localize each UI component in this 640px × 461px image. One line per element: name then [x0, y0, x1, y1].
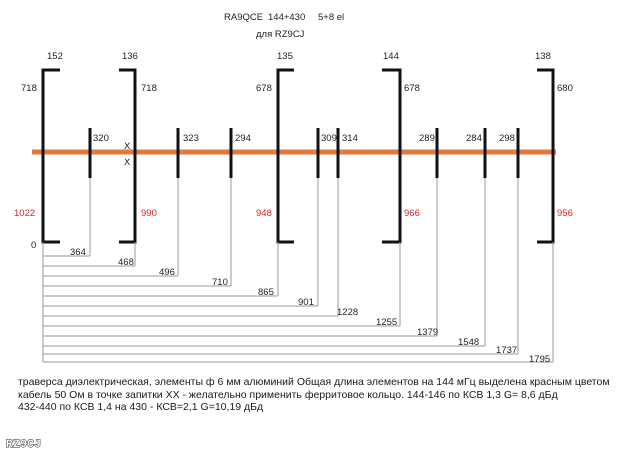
vhf-top-label: 152 [47, 51, 63, 62]
vhf-total-length: 956 [557, 208, 573, 219]
vhf-top-label: 135 [277, 51, 293, 62]
uhf-length-label: 323 [183, 133, 199, 144]
feed-point-marker: X [124, 141, 131, 152]
feed-point-marker: X [124, 157, 131, 168]
vhf-element-reflector [41, 68, 60, 244]
vhf-total-length: 948 [256, 208, 272, 219]
spacing-label: 1795 [529, 354, 550, 365]
uhf-length-label: 289 [419, 133, 435, 144]
spacing-label: 1255 [376, 317, 397, 328]
uhf-length-label: 314 [342, 133, 358, 144]
spacing-label: 496 [159, 267, 175, 278]
uhf-length-label: 284 [466, 133, 482, 144]
title-callsign: RA9QCE [224, 12, 263, 23]
spacing-label: 364 [70, 247, 86, 258]
author-stamp: RZ9CJ [6, 439, 42, 452]
title-elements: 5+8 el [318, 12, 344, 23]
vhf-half-length: 718 [141, 83, 157, 94]
vhf-total-length: 1022 [14, 208, 35, 219]
spacing-label: 1548 [458, 337, 479, 348]
vhf-total-length: 990 [141, 208, 157, 219]
vhf-top-label: 136 [122, 51, 138, 62]
vhf-half-length: 678 [256, 83, 272, 94]
uhf-length-label: 294 [235, 133, 251, 144]
vhf-element-director-1 [276, 68, 294, 244]
title-line2: для RZ9CJ [256, 29, 305, 40]
construction-notes: траверса диэлектрическая, элементы ф 6 м… [18, 376, 618, 414]
vhf-top-label: 144 [383, 51, 399, 62]
spacing-label: 1379 [417, 327, 438, 338]
dimension-drop-lines [42, 178, 554, 362]
zero-label: 0 [31, 240, 36, 251]
note-line: 432-440 по КСВ 1,4 на 430 - КСВ=2,1 G=10… [18, 401, 264, 413]
note-line: кабель 50 Ом в точке запитки XX - желате… [18, 388, 558, 401]
spacing-label: 468 [118, 257, 134, 268]
note-line: траверса диэлектрическая, элементы ф 6 м… [18, 376, 610, 388]
vhf-half-length: 678 [404, 83, 420, 94]
vhf-element-director-3 [537, 68, 555, 244]
spacing-label: 710 [212, 277, 228, 288]
spacing-label: 1228 [337, 307, 358, 318]
vhf-half-length: 718 [21, 83, 37, 94]
vhf-half-length: 680 [557, 83, 573, 94]
uhf-length-label: 320 [93, 133, 109, 144]
spacing-label: 1737 [496, 345, 517, 356]
title-band: 144+430 [268, 12, 305, 23]
dimension-spacing-lines [43, 255, 553, 363]
uhf-length-label: 309 [321, 133, 337, 144]
vhf-element-director-2 [382, 68, 402, 244]
spacing-label: 901 [298, 297, 314, 308]
vhf-total-length: 966 [404, 208, 420, 219]
spacing-label: 865 [258, 287, 274, 298]
vhf-element-driven [119, 68, 137, 244]
uhf-length-label: 298 [499, 133, 515, 144]
vhf-top-label: 138 [535, 51, 551, 62]
